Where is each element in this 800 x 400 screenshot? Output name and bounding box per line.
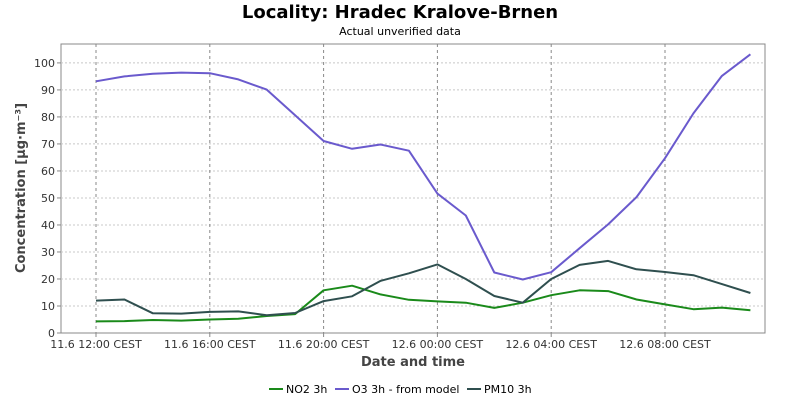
series-layer — [95, 53, 752, 323]
x-tick-label: 11.6 20:00 CEST — [278, 338, 370, 351]
x-tick-label: 12.6 04:00 CEST — [505, 338, 597, 351]
plot-area — [60, 43, 766, 334]
y-tick-label: 0 — [48, 327, 55, 340]
x-tick-label: 12.6 00:00 CEST — [392, 338, 484, 351]
y-tick-label: 70 — [41, 138, 55, 151]
series-line-1 — [95, 53, 752, 281]
series-line-0 — [95, 284, 751, 323]
legend-label: PM10 3h — [484, 383, 532, 396]
legend: NO2 3h O3 3h - from model PM10 3h — [269, 383, 532, 396]
legend-label: O3 3h - from model — [352, 383, 459, 396]
y-tick-label: 100 — [34, 57, 55, 70]
y-axis-label: Concentration [µg·m⁻³] — [14, 103, 29, 273]
y-tick-label: 80 — [41, 111, 55, 124]
legend-label: NO2 3h — [286, 383, 327, 396]
y-tick-label: 90 — [41, 84, 55, 97]
x-tick-label: 12.6 08:00 CEST — [619, 338, 711, 351]
y-tick-label: 50 — [41, 192, 55, 205]
y-tick-label: 30 — [41, 246, 55, 259]
y-tick-label: 10 — [41, 300, 55, 313]
y-tick-label: 20 — [41, 273, 55, 286]
x-tick-label: 11.6 16:00 CEST — [164, 338, 256, 351]
chart-title: Locality: Hradec Kralove-Brnen — [242, 2, 558, 23]
y-tick-label: 40 — [41, 219, 55, 232]
y-tick-label: 60 — [41, 165, 55, 178]
x-axis-label: Date and time — [361, 355, 465, 370]
x-tick-label: 11.6 12:00 CEST — [50, 338, 142, 351]
series-line-2 — [95, 259, 751, 317]
grid-layer — [61, 44, 765, 333]
chart-subtitle: Actual unverified data — [339, 25, 461, 38]
tick-layer: 0 10 20 30 40 50 60 70 80 90 100 11.6 12:00 CEST 11.… — [34, 57, 711, 351]
